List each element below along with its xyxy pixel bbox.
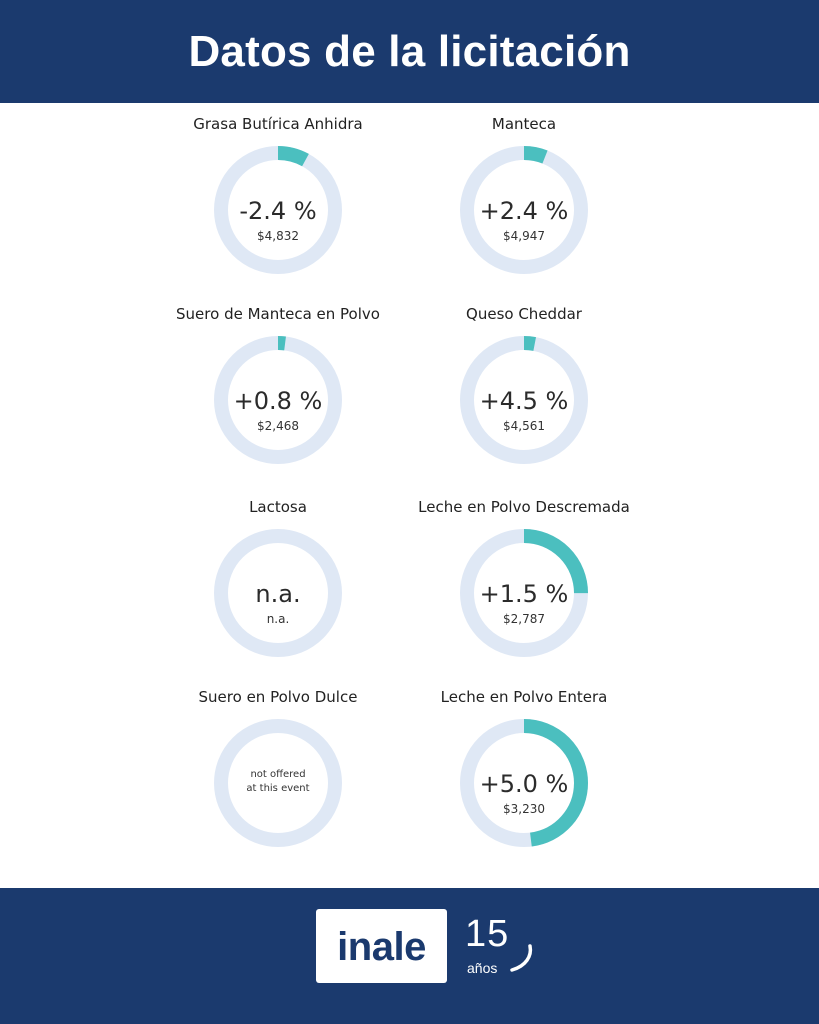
ring-value-arc: [460, 146, 588, 274]
ring-value-arc: [214, 146, 342, 274]
change-percent: +0.8 %: [233, 387, 323, 415]
donut-cell: Grasa Butírica Anhidra -2.4 % $4,832: [158, 115, 398, 295]
donut-cell: Leche en Polvo Entera +5.0 % $3,230: [404, 688, 644, 868]
anniversary-arc-icon: [510, 944, 533, 972]
price-value: $2,787: [503, 612, 545, 626]
inale-logo: inale: [316, 909, 447, 983]
not-offered-note: not offered: [250, 769, 306, 780]
ring-value-arc: [460, 719, 588, 847]
product-label: Grasa Butírica Anhidra: [193, 115, 363, 133]
product-label: Leche en Polvo Descremada: [418, 498, 630, 516]
not-offered-note: at this event: [246, 783, 310, 794]
donut-cell: Suero de Manteca en Polvo +0.8 % $2,468: [158, 305, 398, 485]
change-percent: -2.4 %: [239, 197, 317, 225]
price-value: $4,832: [257, 229, 299, 243]
donut-cell: Suero en Polvo Dulce not offered at this e…: [158, 688, 398, 868]
donut-cell: Queso Cheddar +4.5 % $4,561: [404, 305, 644, 485]
donut-ring: [214, 719, 342, 847]
product-label: Lactosa: [249, 498, 307, 516]
product-label: Leche en Polvo Entera: [440, 688, 608, 706]
ring-track: [214, 529, 342, 657]
price-value: $3,230: [503, 802, 545, 816]
ring-value-arc: [214, 336, 342, 464]
anniversary-number: 15: [465, 913, 510, 955]
donut-ring: [214, 146, 342, 274]
donut-cell: Manteca +2.4 % $4,947: [404, 115, 644, 295]
ring-track: [214, 719, 342, 847]
logo-text: inale: [337, 924, 426, 969]
anniversary-word: años: [467, 960, 498, 976]
ring-value-arc: [460, 529, 588, 657]
product-label: Queso Cheddar: [466, 305, 582, 323]
price-value: $4,561: [503, 419, 545, 433]
donut-ring: [460, 336, 588, 464]
donut-ring: [214, 529, 342, 657]
header-banner: Datos de la licitación: [0, 0, 819, 103]
page-title: Datos de la licitación: [188, 26, 631, 76]
change-percent: +1.5 %: [479, 580, 569, 608]
product-label: Manteca: [491, 115, 557, 133]
change-percent: +2.4 %: [479, 197, 569, 225]
price-value: $2,468: [257, 419, 299, 433]
donut-cell: Leche en Polvo Descremada +1.5 % $2,787: [404, 498, 644, 678]
donut-cell: Lactosa n.a. n.a.: [158, 498, 398, 678]
donut-ring: [214, 336, 342, 464]
change-percent: n.a.: [255, 580, 301, 608]
price-value: n.a.: [266, 612, 290, 626]
ring-value-arc: [460, 336, 588, 464]
product-label: Suero de Manteca en Polvo: [176, 305, 380, 323]
donut-ring: [460, 146, 588, 274]
donut-ring: [460, 719, 588, 847]
price-value: $4,947: [503, 229, 545, 243]
product-label: Suero en Polvo Dulce: [198, 688, 358, 706]
donut-ring: [460, 529, 588, 657]
change-percent: +5.0 %: [479, 770, 569, 798]
change-percent: +4.5 %: [479, 387, 569, 415]
